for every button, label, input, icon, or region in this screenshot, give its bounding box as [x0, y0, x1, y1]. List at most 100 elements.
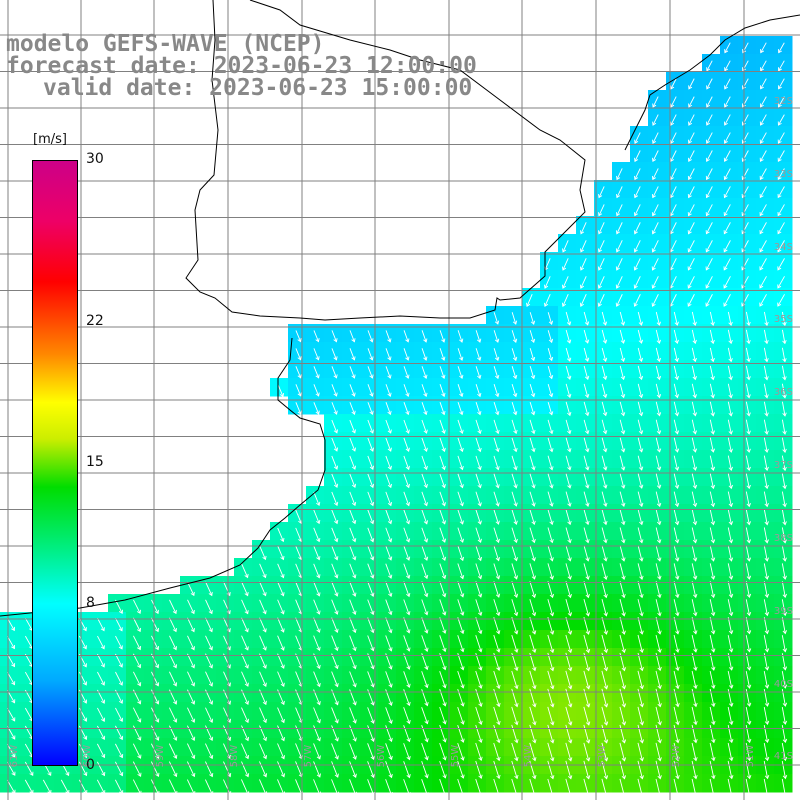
wind-arrow: [367, 509, 375, 525]
wind-arrow: [583, 383, 590, 399]
wind-arrow: [759, 114, 767, 126]
wind-arrow: [673, 760, 680, 780]
wind-arrow: [403, 330, 410, 343]
wind-arrow: [741, 150, 749, 162]
wind-arrow: [439, 617, 447, 634]
wind-arrow: [583, 419, 590, 435]
wind-arrow: [511, 545, 518, 562]
wind-arrow: [439, 419, 446, 434]
wind-arrow: [601, 419, 608, 435]
wind-arrow: [385, 635, 393, 652]
wind-arrow: [259, 761, 268, 778]
wind-arrow: [601, 706, 609, 726]
wind-arrow: [565, 616, 573, 635]
wind-arrow: [688, 96, 695, 108]
wind-arrow: [457, 473, 464, 489]
wind-arrow: [777, 276, 785, 289]
wind-arrow: [421, 743, 429, 761]
wind-arrow: [457, 581, 465, 598]
wind-arrow: [619, 616, 626, 635]
wind-arrow: [723, 186, 731, 199]
wind-arrow: [42, 779, 52, 795]
wind-arrow: [619, 365, 626, 381]
wind-arrow: [313, 653, 321, 670]
wind-arrow: [673, 599, 680, 617]
wind-arrow: [745, 437, 751, 453]
wind-arrow: [777, 114, 785, 126]
wind-arrow: [781, 599, 787, 617]
wind-arrow: [403, 617, 411, 634]
wind-arrow: [619, 545, 626, 562]
wind-arrow: [723, 222, 731, 235]
wind-arrow: [115, 599, 123, 614]
wind-arrow: [421, 707, 429, 725]
wind-arrow: [687, 150, 695, 163]
wind-arrow: [723, 150, 731, 163]
wind-arrow: [691, 455, 698, 471]
wind-arrow: [403, 491, 411, 507]
wind-arrow: [673, 437, 680, 453]
latitude-label: 41S: [774, 751, 793, 762]
wind-arrow: [583, 616, 591, 635]
longitude-label: 51W: [745, 745, 756, 768]
wind-arrow: [439, 455, 446, 471]
wind-arrow: [511, 437, 518, 453]
latitude-label: 35S: [774, 314, 793, 325]
wind-arrow: [565, 419, 572, 435]
wind-arrow: [727, 760, 734, 780]
wind-arrow: [691, 670, 698, 690]
longitude-label: 61W: [9, 745, 20, 768]
wind-arrow: [673, 509, 680, 526]
wind-arrow: [439, 491, 446, 507]
wind-arrow: [706, 78, 713, 90]
wind-arrow: [529, 724, 537, 744]
wind-arrow: [403, 419, 410, 434]
wind-arrow: [565, 563, 572, 580]
wind-arrow: [367, 563, 375, 579]
wind-arrow: [709, 581, 716, 599]
wind-arrow: [763, 329, 769, 345]
wind-arrow: [168, 761, 178, 778]
wind-arrow: [637, 706, 644, 726]
wind-arrow: [597, 276, 605, 289]
wind-arrow: [579, 258, 587, 271]
wind-arrow: [457, 635, 465, 653]
wind-arrow: [259, 581, 267, 597]
wind-arrow: [475, 778, 483, 797]
wind-arrow: [727, 401, 733, 417]
wind-arrow: [115, 635, 123, 650]
wind-arrow: [601, 437, 608, 453]
wind-arrow: [601, 634, 609, 654]
wind-arrow: [277, 779, 286, 796]
wind-arrow: [763, 635, 770, 653]
wind-arrow: [637, 545, 644, 562]
wind-arrow: [601, 742, 609, 762]
wind-arrow: [349, 384, 356, 397]
wind-arrow: [637, 509, 644, 526]
wind-arrow: [565, 383, 572, 399]
wind-arrow: [132, 779, 142, 796]
wind-arrow: [547, 437, 554, 453]
wind-arrow: [727, 329, 733, 345]
wind-arrow: [777, 132, 785, 144]
wind-arrow: [598, 186, 605, 199]
wind-arrow: [723, 168, 731, 181]
wind-arrow: [186, 779, 196, 796]
wind-arrow: [601, 329, 608, 344]
wind-arrow: [637, 760, 644, 780]
longitude-label: 56W: [376, 745, 387, 768]
wind-arrow: [691, 365, 697, 381]
wind-arrow: [313, 779, 321, 796]
wind-arrow: [403, 545, 411, 561]
wind-arrow: [313, 384, 320, 397]
wind-arrow: [781, 473, 787, 490]
wind-arrow: [619, 527, 626, 544]
wind-arrow: [150, 707, 160, 723]
wind-arrow: [727, 383, 733, 399]
wind-arrow: [615, 222, 623, 235]
wind-arrow: [619, 383, 626, 399]
wind-arrow: [403, 563, 411, 579]
wind-arrow: [241, 779, 250, 796]
wind-arrow: [526, 294, 533, 307]
wind-arrow: [547, 760, 555, 780]
